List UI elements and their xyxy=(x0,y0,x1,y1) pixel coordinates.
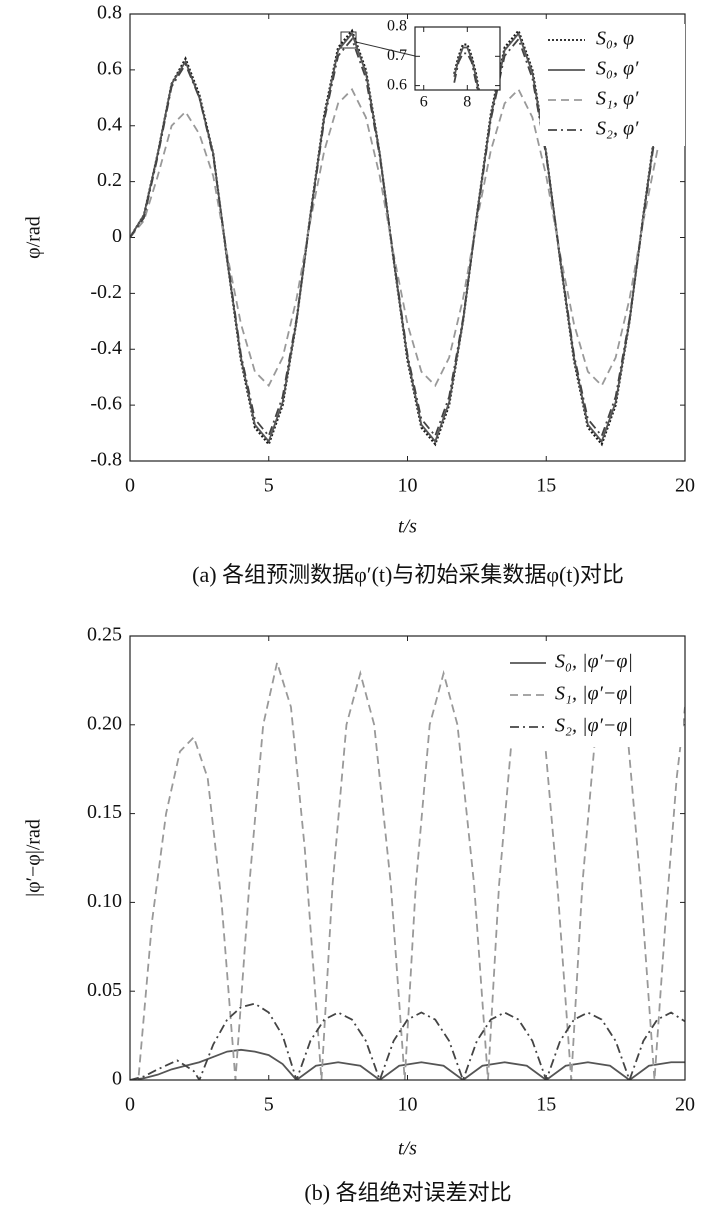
y-tick-label: 0.05 xyxy=(87,979,122,1001)
y-tick-label: -0.8 xyxy=(90,449,122,471)
caption: (b) 各组绝对误差对比 xyxy=(304,1180,511,1205)
legend-label: S₁, φ′ xyxy=(596,88,639,110)
series-line xyxy=(130,1048,685,1080)
y-tick-label: 0 xyxy=(112,1068,122,1090)
y-tick-label: 0.25 xyxy=(87,624,122,646)
y-tick-label: -0.2 xyxy=(90,281,122,303)
y-tick-label: 0.6 xyxy=(97,57,122,79)
x-tick-label: 15 xyxy=(536,1094,556,1116)
legend-background xyxy=(540,24,685,146)
series-line xyxy=(130,28,685,447)
y-tick-label: -0.4 xyxy=(90,337,122,359)
legend-label: S₀, |φ′−φ| xyxy=(555,651,633,673)
plot-frame xyxy=(129,635,686,1081)
series-line xyxy=(130,87,685,388)
x-tick-label: 10 xyxy=(398,475,418,497)
x-tick-label: 20 xyxy=(675,1094,695,1116)
legend-label: S₀, φ′ xyxy=(596,58,639,80)
y-tick-label: 0.6 xyxy=(387,76,407,93)
y-tick-label: 0.2 xyxy=(97,169,122,191)
y-tick-label: 0.15 xyxy=(87,801,122,823)
series-line xyxy=(130,1002,685,1080)
plot-frame xyxy=(414,26,501,91)
x-axis-label: t/s xyxy=(398,516,417,538)
x-tick-label: 5 xyxy=(264,1094,274,1116)
x-tick-label: 6 xyxy=(420,94,428,111)
x-tick-label: 15 xyxy=(536,475,556,497)
legend-label: S₁, |φ′−φ| xyxy=(555,683,633,705)
series-line xyxy=(130,37,685,438)
x-tick-label: 10 xyxy=(398,1094,418,1116)
legend-label: S₀, φ xyxy=(596,28,634,50)
x-tick-label: 8 xyxy=(463,94,471,111)
series-line xyxy=(453,52,479,90)
x-tick-label: 0 xyxy=(125,1094,135,1116)
zoom-marker xyxy=(340,31,357,49)
y-axis-label: φ/rad xyxy=(23,216,45,259)
legend-label: S₂, |φ′−φ| xyxy=(555,715,633,737)
legend-label: S₂, φ′ xyxy=(596,118,639,140)
plot-frame xyxy=(129,13,686,462)
y-axis-label: |φ′−φ|/rad xyxy=(23,819,45,897)
zoom-connector xyxy=(355,41,416,57)
caption: (a) 各组预测数据φ′(t)与初始采集数据φ(t)对比 xyxy=(192,562,624,587)
y-tick-label: 0.4 xyxy=(97,113,122,135)
y-tick-label: 0.8 xyxy=(387,18,407,35)
y-tick-label: 0.10 xyxy=(87,890,122,912)
y-tick-label: 0.8 xyxy=(97,2,122,24)
y-tick-label: -0.6 xyxy=(90,393,122,415)
x-tick-label: 5 xyxy=(264,475,274,497)
inset-background xyxy=(415,27,500,90)
y-tick-label: 0.7 xyxy=(387,47,407,64)
series-line xyxy=(453,46,480,90)
legend-background xyxy=(503,645,683,747)
x-axis-label: t/s xyxy=(398,1138,417,1160)
x-tick-label: 0 xyxy=(125,475,135,497)
y-tick-label: 0 xyxy=(112,225,122,247)
x-tick-label: 20 xyxy=(675,475,695,497)
y-tick-label: 0.20 xyxy=(87,712,122,734)
